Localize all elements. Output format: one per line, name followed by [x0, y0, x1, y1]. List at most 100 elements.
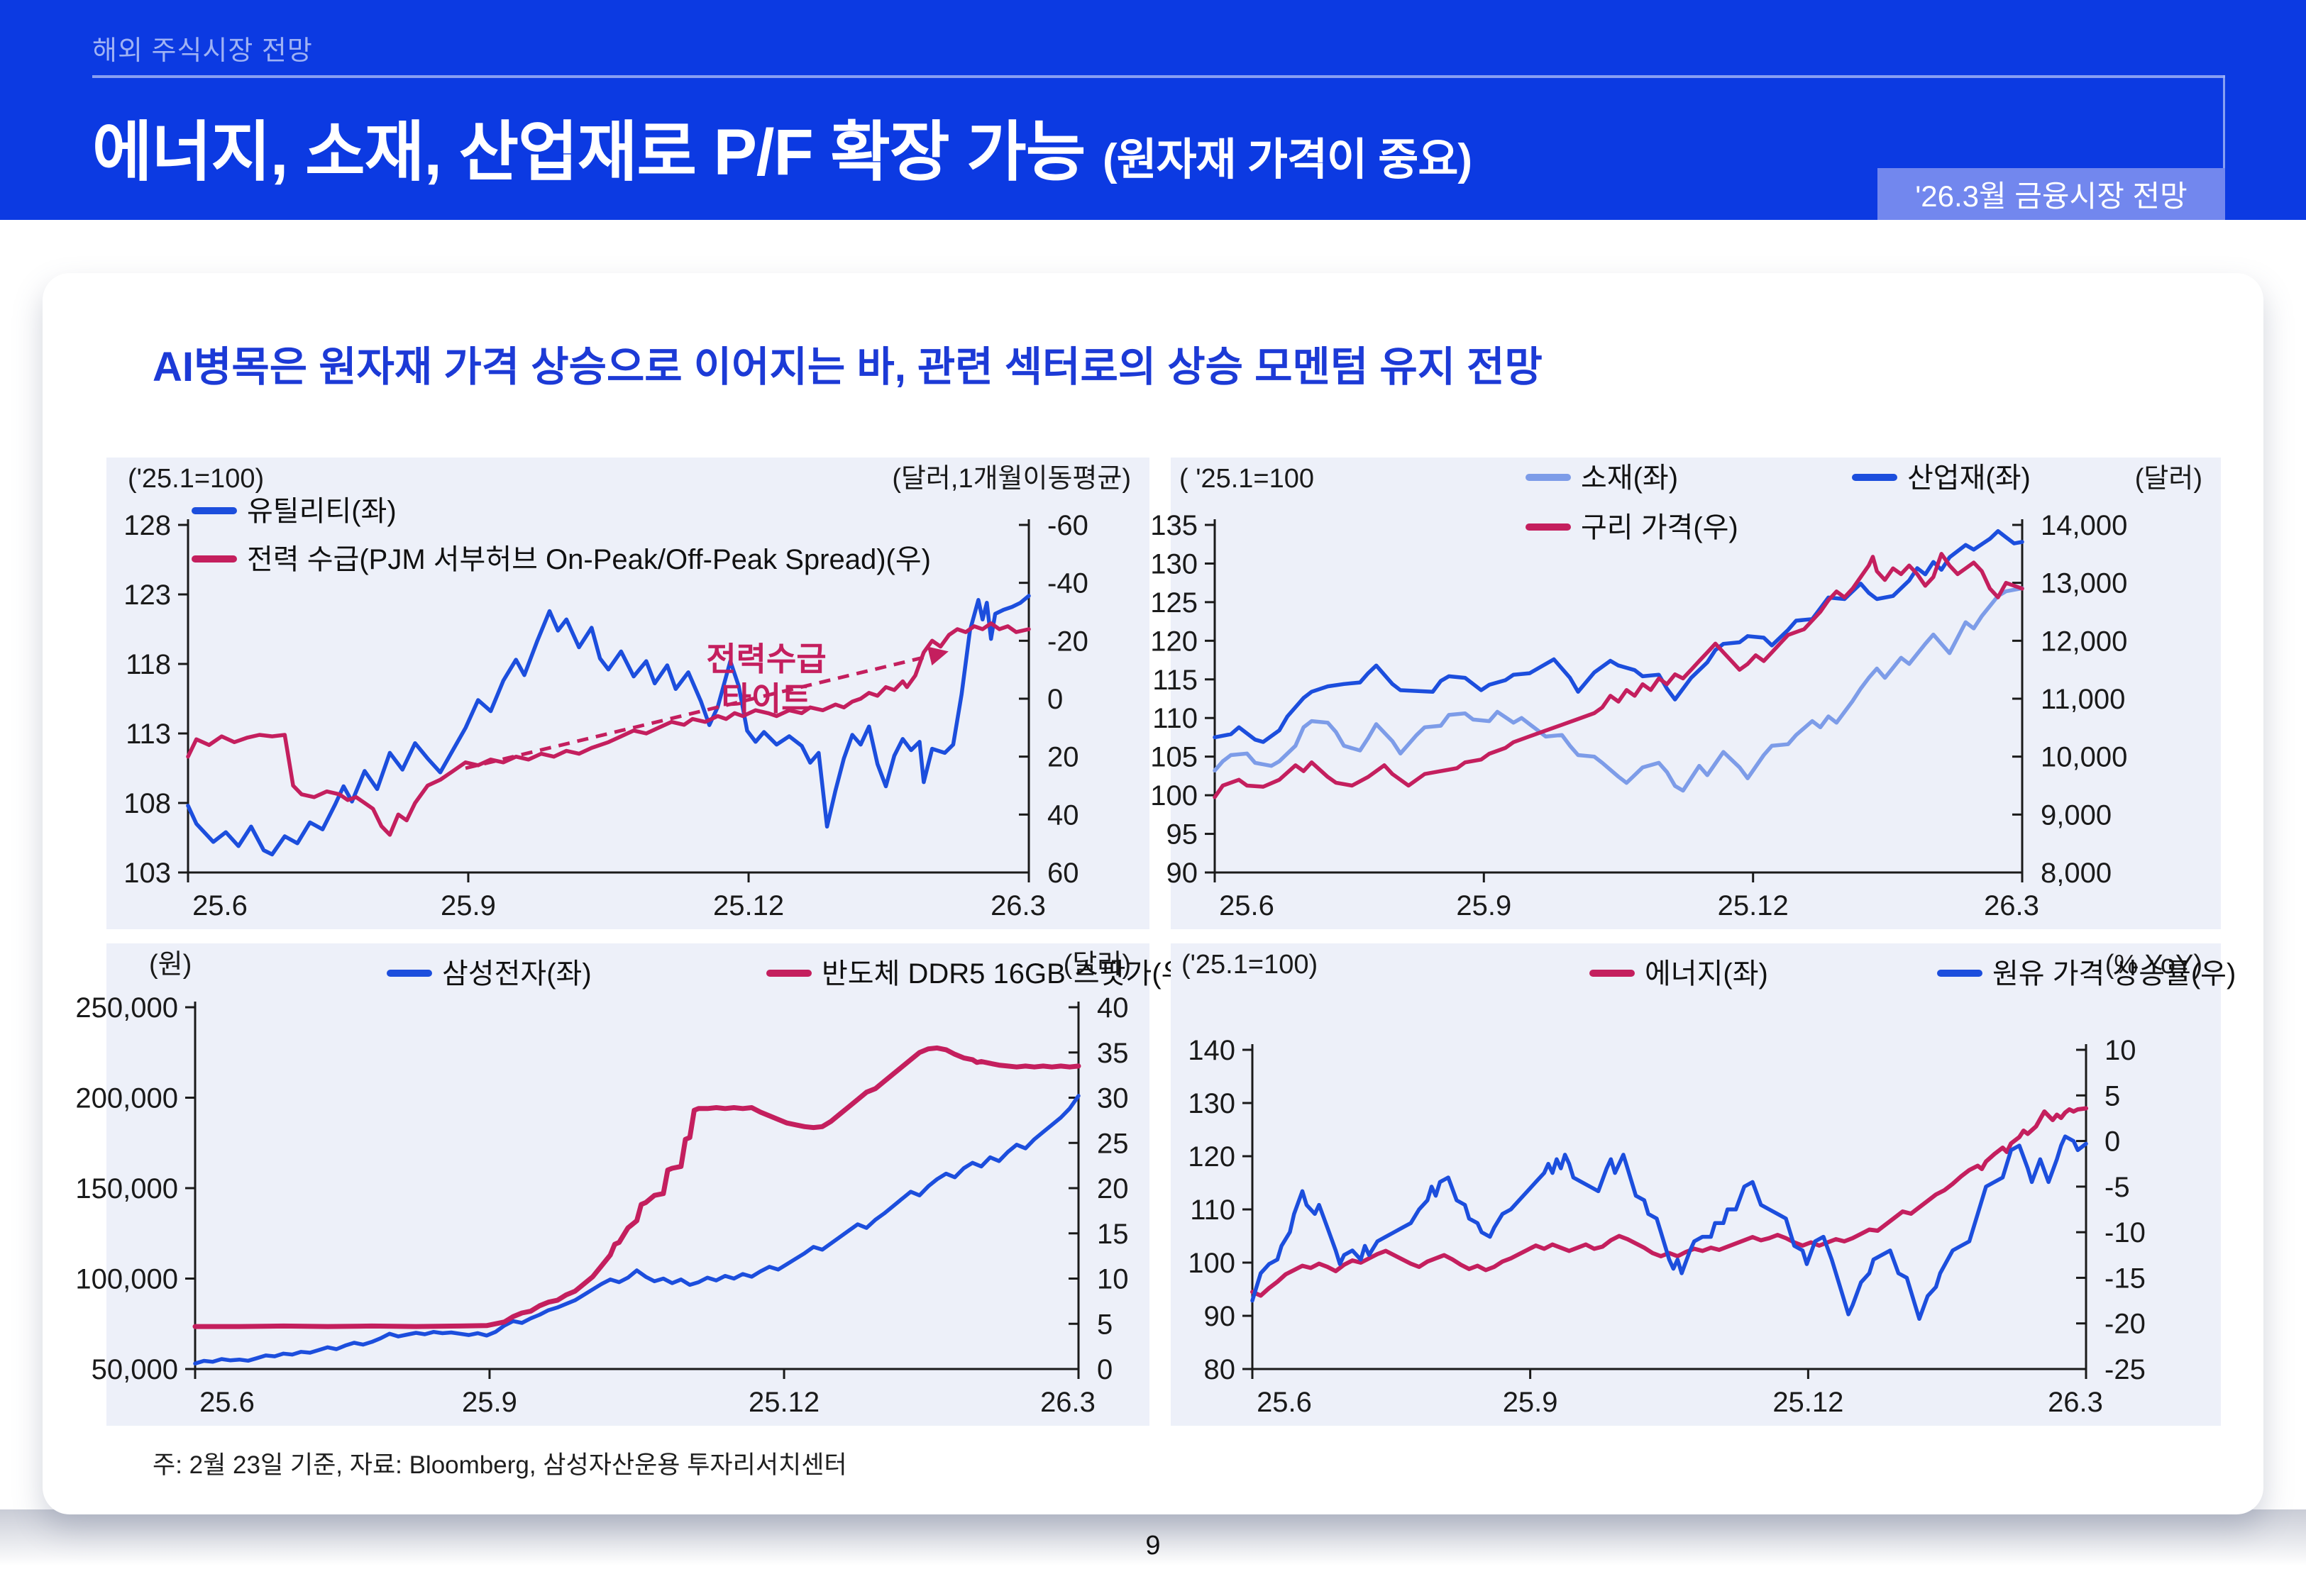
annotation-text: 전력수급: [706, 641, 826, 677]
y-tick-label: -40: [1047, 568, 1088, 599]
y-tick-label: 200,000: [75, 1083, 178, 1114]
y-tick-label: 130: [1150, 548, 1198, 580]
key-message: AI병목은 원자재 가격 상승으로 이어지는 바, 관련 섹터로의 상승 모멘텀…: [153, 344, 1543, 390]
y-tick-label: 13,000: [2041, 568, 2127, 599]
page-title: 에너지, 소재, 산업재로 P/F 확장 가능 (원자재 가격이 중요): [92, 99, 1472, 194]
chart-energy-oil: 140 130 120 110 100 90 80 10 5 0 -5 -10 -15 -20 -25 25.…: [1171, 943, 2236, 1426]
y-tick-label: -15: [2104, 1263, 2146, 1294]
axis-unit-left: ('25.1=100): [1181, 950, 1318, 980]
y-tick-label: 120: [1150, 626, 1198, 657]
y-tick-label: 80: [1204, 1354, 1236, 1385]
report-badge: '26.3월 금융시장 전망: [1877, 168, 2225, 220]
y-tick-label: 110: [1190, 1195, 1235, 1226]
y-tick-label: 5: [1097, 1309, 1113, 1340]
y-tick-label: -10: [2104, 1217, 2146, 1248]
legend-swatch: [192, 555, 237, 563]
x-tick-label: 25.6: [199, 1387, 255, 1418]
y-tick-label: 120: [1188, 1141, 1235, 1173]
x-tick-label: 25.12: [1718, 890, 1789, 921]
y-tick-label: 0: [1047, 684, 1063, 715]
x-tick-label: 25.9: [1456, 890, 1511, 921]
title-box-border: [2223, 75, 2225, 169]
y-tick-label: -60: [1047, 510, 1088, 541]
y-tick-label: -5: [2104, 1172, 2130, 1203]
series-line: [186, 594, 1031, 857]
breadcrumb: 해외 주식시장 전망: [92, 36, 313, 66]
y-tick-label: 25: [1097, 1128, 1129, 1159]
y-tick-label: 95: [1166, 819, 1198, 850]
y-tick-label: 110: [1152, 703, 1198, 734]
chart-energy-oil-svg: 140 130 120 110 100 90 80 10 5 0 -5 -10 -15 -20 -25 25.…: [1181, 950, 2236, 1418]
y-tick-label: 15: [1097, 1219, 1129, 1250]
y-tick-label: 135: [1150, 510, 1198, 541]
legend-swatch: [387, 970, 432, 977]
legend-swatch: [1937, 970, 1982, 977]
annotation-arrow: [465, 646, 949, 770]
chart-utilities-power-spread: 128 123 118 113 108 103 -60 -40 -20 0 20 40 60 25.6 25…: [106, 458, 1149, 929]
x-tick-label: 25.6: [1257, 1387, 1312, 1418]
y-tick-label: 30: [1097, 1083, 1129, 1114]
legend-swatch: [192, 507, 237, 514]
x-tick-label: 25.9: [441, 890, 496, 921]
legend-label: 전력 수급(PJM 서부허브 On-Peak/Off-Peak Spread)(…: [247, 544, 931, 575]
legend-label: 반도체 DDR5 16GB 스팟가(우): [822, 958, 1197, 990]
axis-unit-right: (% YoY): [2105, 950, 2202, 980]
y-tick-label: 103: [123, 858, 171, 889]
axis-unit-right: (달러,1개월이동평균): [892, 464, 1131, 494]
x-tick-label: 26.3: [991, 890, 1046, 921]
y-tick-label: 105: [1150, 742, 1198, 773]
page-number: 9: [1145, 1531, 1161, 1561]
y-tick-label: 10,000: [2041, 742, 2127, 773]
y-tick-label: 125: [1150, 587, 1198, 619]
y-tick-label: 50,000: [92, 1354, 178, 1385]
legend-label: 소재(좌): [1581, 462, 1678, 494]
series-line: [1250, 1106, 2088, 1298]
y-tick-label: 20: [1047, 742, 1079, 773]
axis-unit-right: (달러): [1064, 950, 1131, 980]
legend-swatch: [1526, 523, 1571, 531]
y-tick-label: 8,000: [2041, 858, 2112, 889]
x-tick-label: 25.12: [749, 1387, 820, 1418]
axis-unit-left: ( '25.1=100: [1179, 464, 1314, 494]
series-line: [1213, 586, 2024, 793]
page-title-main: 에너지, 소재, 산업재로 P/F 확장 가능: [92, 116, 1086, 189]
y-tick-label: 11,000: [2041, 684, 2125, 715]
y-tick-label: 140: [1188, 1035, 1235, 1066]
y-tick-label: -25: [2104, 1354, 2146, 1385]
y-tick-label: 108: [123, 788, 171, 819]
y-tick-label: 40: [1047, 799, 1079, 831]
source-note: 주: 2월 23일 기준, 자료: Bloomberg, 삼성자산운용 투자리서…: [153, 1451, 847, 1479]
legend-label: 유틸리티(좌): [247, 496, 397, 527]
legend-swatch: [1589, 970, 1635, 977]
y-tick-label: 100,000: [75, 1264, 178, 1295]
annotation-text: 타이트: [722, 680, 812, 717]
y-tick-label: 118: [126, 649, 171, 680]
chart-materials-industrials-copper-svg: 135 130 125 120 115 110 105 100 95 90 14,000 13,000…: [1150, 462, 2202, 921]
content-card: AI병목은 원자재 가격 상승으로 이어지는 바, 관련 섹터로의 상승 모멘텀…: [43, 273, 2263, 1514]
x-tick-label: 25.9: [1503, 1387, 1558, 1418]
x-tick-label: 25.6: [1219, 890, 1274, 921]
series-line: [192, 1045, 1081, 1329]
chart-samsung-ddr5: 250,000 200,000 150,000 100,000 50,000 40 35 30…: [75, 943, 1197, 1426]
y-tick-label: 0: [2104, 1126, 2120, 1158]
header-banner: 해외 주식시장 전망 에너지, 소재, 산업재로 P/F 확장 가능 (원자재 …: [0, 0, 2306, 220]
y-tick-label: 90: [1204, 1301, 1236, 1332]
x-tick-label: 25.12: [1772, 1387, 1843, 1418]
legend-label: 원유 가격 상승률(우): [1992, 958, 2236, 990]
series-line: [1213, 552, 2024, 799]
y-tick-label: 150,000: [75, 1173, 178, 1204]
y-tick-label: 100: [1150, 780, 1198, 811]
card-floor-shadow: [0, 1509, 2306, 1566]
y-tick-label: 130: [1188, 1088, 1235, 1119]
chart-samsung-ddr5-svg: 250,000 200,000 150,000 100,000 50,000 40 35 30…: [75, 950, 1196, 1418]
y-tick-label: 100: [1188, 1248, 1235, 1279]
legend-swatch: [1852, 474, 1897, 481]
legend-label: 산업재(좌): [1907, 462, 2031, 494]
legend-swatch: [766, 970, 812, 977]
legend-swatch: [1526, 474, 1571, 481]
series-line: [1250, 1134, 2088, 1321]
chart-grid: 128 123 118 113 108 103 -60 -40 -20 0 20 40 60 25.6 25…: [43, 273, 2263, 1514]
series-line: [1213, 528, 2024, 744]
x-tick-label: 26.3: [2048, 1387, 2103, 1418]
legend-label: 구리 가격(우): [1581, 512, 1738, 543]
